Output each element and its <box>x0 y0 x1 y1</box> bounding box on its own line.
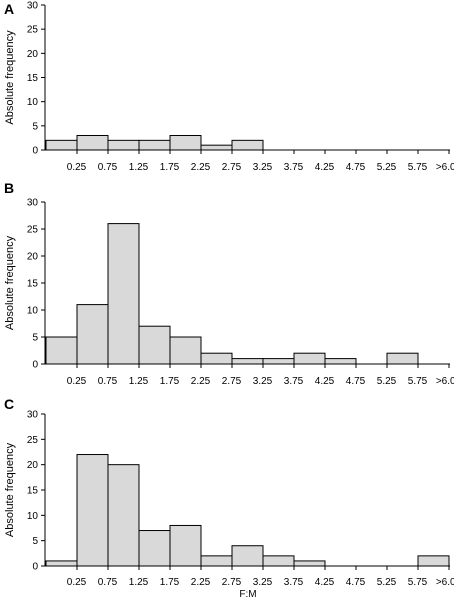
y-tick-label: 15 <box>27 279 39 290</box>
x-tick-label: >6.00 <box>436 376 454 387</box>
bar-0.25 <box>45 336 78 365</box>
x-tick-label: 4.75 <box>346 376 366 387</box>
y-tick-label: 5 <box>32 333 38 344</box>
x-tick-label: 2.25 <box>191 162 211 173</box>
bar-1.75 <box>138 325 171 365</box>
bar-1.75 <box>138 139 171 151</box>
panel-letter: A <box>4 1 14 17</box>
x-tick-label: 2.75 <box>222 577 242 588</box>
y-tick-label: 30 <box>27 1 39 12</box>
bar-3.75 <box>262 555 295 567</box>
bar-0.75 <box>76 135 109 151</box>
bar-gt-6.00 <box>417 555 450 567</box>
x-tick-label: 5.75 <box>408 162 428 173</box>
y-tick-label: 10 <box>27 511 39 522</box>
y-tick-label: 10 <box>27 97 39 108</box>
y-tick-label: 20 <box>27 252 39 263</box>
bar-2.25 <box>169 524 202 567</box>
bar-4.75 <box>324 358 357 365</box>
y-axis-label: Absolute frequency <box>4 235 16 330</box>
bar-3.25 <box>231 358 264 365</box>
y-tick-label: 30 <box>27 410 39 421</box>
x-tick-label: 0.75 <box>98 376 118 387</box>
bar-0.25 <box>45 139 78 151</box>
y-tick-label: 30 <box>27 198 39 209</box>
panel-a: A Absolute frequency 0 5 10 15 20 25 30 0.25 0.75 1… <box>4 1 454 174</box>
bar-2.75 <box>200 352 233 365</box>
x-tick-label: 0.25 <box>67 376 87 387</box>
bar-1.25 <box>107 223 140 365</box>
y-axis-label: Absolute frequency <box>4 30 16 125</box>
y-tick-label: 5 <box>32 121 38 132</box>
x-tick-label: 1.75 <box>160 376 180 387</box>
y-tick-label: 25 <box>27 25 39 36</box>
y-tick-label: 0 <box>32 360 38 371</box>
x-tick-label: 5.25 <box>377 577 397 588</box>
bar-3.25 <box>231 139 264 151</box>
x-tick-label: 2.25 <box>191 577 211 588</box>
y-tick-label: 0 <box>32 146 38 157</box>
panel-letter: B <box>4 180 14 196</box>
y-tick-label: 20 <box>27 49 39 60</box>
x-tick-label: 1.25 <box>129 376 149 387</box>
bar-0.75 <box>76 454 109 567</box>
x-tick-label: 0.75 <box>98 162 118 173</box>
bar-3.25 <box>231 545 264 567</box>
x-tick-label: >6.00 <box>436 577 454 588</box>
bar-4.25 <box>293 560 326 567</box>
x-tick-label: 1.75 <box>160 577 180 588</box>
y-tick-label: 25 <box>27 225 39 236</box>
y-tick-label: 15 <box>27 73 39 84</box>
y-tick-label: 20 <box>27 460 39 471</box>
x-tick-label: 1.25 <box>129 577 149 588</box>
x-tick-label: 4.25 <box>315 376 335 387</box>
x-tick-label: 1.75 <box>160 162 180 173</box>
panel-letter: C <box>4 396 14 412</box>
x-tick-label: 5.75 <box>408 577 428 588</box>
y-tick-label: 10 <box>27 306 39 317</box>
x-tick-label: 5.25 <box>377 162 397 173</box>
x-tick-label: 3.25 <box>253 577 273 588</box>
y-tick-label: 25 <box>27 435 39 446</box>
x-tick-label: >6.00 <box>436 162 454 173</box>
bar-2.75 <box>200 144 233 151</box>
bar-1.75 <box>138 530 171 567</box>
x-tick-label: 2.75 <box>222 162 242 173</box>
panel-b: B Absolute frequency 0 5 10 15 20 25 30 0.25 0.75 1… <box>4 180 454 387</box>
bar-0.75 <box>76 304 109 365</box>
bar-2.75 <box>200 555 233 567</box>
x-tick-label: 2.75 <box>222 376 242 387</box>
x-tick-label: 3.75 <box>284 577 304 588</box>
y-axis-label: Absolute frequency <box>4 442 16 537</box>
x-tick-label: 3.25 <box>253 376 273 387</box>
y-tick-label: 0 <box>32 562 38 573</box>
x-tick-label: 5.25 <box>377 376 397 387</box>
bar-0.25 <box>45 560 78 567</box>
bar-3.75 <box>262 358 295 365</box>
x-tick-label: 4.25 <box>315 162 335 173</box>
bar-4.25 <box>293 352 326 365</box>
x-tick-label: 4.75 <box>346 577 366 588</box>
bar-1.25 <box>107 464 140 567</box>
x-tick-label: 4.75 <box>346 162 366 173</box>
x-tick-label: 1.25 <box>129 162 149 173</box>
y-tick-label: 15 <box>27 486 39 497</box>
x-tick-label: 3.75 <box>284 162 304 173</box>
x-tick-label: 5.75 <box>408 376 428 387</box>
x-tick-label: 3.75 <box>284 376 304 387</box>
y-tick-label: 5 <box>32 536 38 547</box>
x-tick-label: 0.75 <box>98 577 118 588</box>
bar-5.75 <box>386 352 419 365</box>
bar-2.25 <box>169 135 202 151</box>
bar-2.25 <box>169 336 202 365</box>
x-tick-label: 0.25 <box>67 577 87 588</box>
x-tick-label: 3.25 <box>253 162 273 173</box>
bar-1.25 <box>107 139 140 151</box>
x-tick-label: 0.25 <box>67 162 87 173</box>
panel-c: C Absolute frequency 0 5 10 15 20 25 30 0.25 0.75 1… <box>4 396 454 600</box>
x-tick-label: 4.25 <box>315 577 335 588</box>
x-tick-label: 2.25 <box>191 376 211 387</box>
x-axis-label: F:M <box>239 589 256 600</box>
